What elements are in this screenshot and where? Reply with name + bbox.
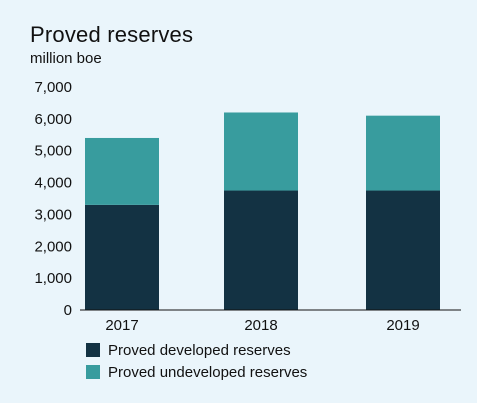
legend-item-undeveloped: Proved undeveloped reserves [86,362,307,382]
bar-series [85,112,440,310]
y-tick-label: 2,000 [34,238,72,255]
y-tick-label: 5,000 [34,143,72,160]
bar-undeveloped-2017 [85,137,159,205]
y-tick-label: 1,000 [34,270,72,287]
legend-item-developed: Proved developed reserves [86,340,307,360]
y-tick-label: 4,000 [34,175,72,192]
x-tick-label-2018: 2018 [244,317,277,334]
x-axis: 2017 2018 2019 [105,317,419,334]
x-tick-label-2017: 2017 [105,317,138,334]
legend-label-undeveloped: Proved undeveloped reserves [108,363,308,381]
chart-subtitle: million boe [30,50,102,67]
y-tick-label: 0 [64,302,72,319]
y-tick-label: 3,000 [34,206,72,223]
legend-swatch-undeveloped [86,365,100,379]
legend: Proved developed reserves Proved undevel… [86,340,307,384]
bar-developed-2019 [366,190,440,310]
y-tick-label: 6,000 [34,111,72,128]
y-tick-label: 7,000 [34,79,72,96]
bar-developed-2018 [224,190,298,310]
bar-developed-2017 [85,204,159,310]
legend-swatch-developed [86,343,100,357]
chart-title: Proved reserves [30,22,194,47]
bar-undeveloped-2019 [366,115,440,191]
y-axis: 0 1,000 2,000 3,000 4,000 5,000 6,000 7,000 [34,79,72,319]
x-tick-label-2019: 2019 [386,317,419,334]
bar-undeveloped-2018 [224,112,298,191]
legend-label-developed: Proved developed reserves [108,341,291,359]
